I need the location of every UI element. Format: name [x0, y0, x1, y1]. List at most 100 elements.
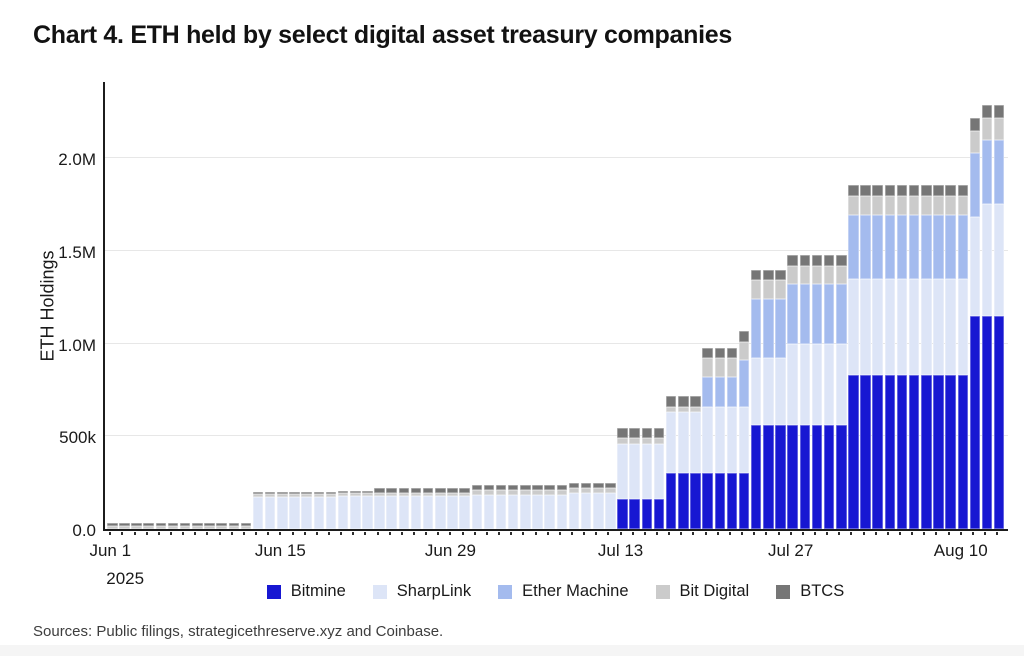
segment-bit_digital: [933, 196, 944, 215]
day-tick: [461, 532, 464, 535]
segment-sharplink: [690, 412, 701, 474]
legend-swatch-ether_machine: [498, 584, 513, 599]
segment-sharplink: [993, 204, 1005, 316]
segment-bit_digital: [301, 494, 312, 498]
segment-btcs: [131, 523, 142, 526]
bar-jun-11: [228, 523, 239, 529]
segment-bitmine: [884, 375, 896, 529]
segment-sharplink: [641, 443, 653, 500]
day-tick: [753, 532, 756, 535]
segment-sharplink: [945, 278, 956, 376]
segment-btcs: [435, 487, 446, 494]
bar-jun-27: [422, 487, 434, 529]
segment-btcs: [264, 491, 276, 495]
segment-btcs: [896, 184, 908, 197]
day-tick: [583, 532, 586, 535]
day-tick: [899, 532, 901, 535]
segment-sharplink: [617, 443, 628, 500]
segment-bitmine: [775, 425, 786, 529]
segment-btcs: [969, 118, 981, 132]
segment-sharplink: [325, 497, 337, 529]
segment-bit_digital: [252, 494, 264, 498]
bar-jun-3: [131, 523, 142, 529]
segment-btcs: [690, 396, 701, 407]
segment-bit_digital: [471, 490, 482, 495]
x-tick-label: Jun 15: [254, 541, 306, 560]
day-tick: [485, 532, 488, 535]
bar-jul-16: [653, 427, 665, 529]
segment-btcs: [763, 270, 774, 281]
day-tick: [473, 532, 476, 535]
x-tick-label: Jun 1: [89, 541, 132, 560]
day-tick: [376, 532, 379, 535]
bar-aug-7: [921, 184, 932, 529]
day-tick: [741, 532, 744, 535]
segment-bit_digital: [313, 494, 325, 498]
segment-bit_digital: [155, 525, 167, 529]
day-tick: [826, 532, 829, 535]
bar-jul-27: [787, 255, 798, 529]
day-tick: [364, 532, 367, 535]
day-tick: [206, 532, 209, 535]
day-tick: [570, 532, 573, 535]
segment-sharplink: [556, 494, 568, 529]
day-tick: [619, 532, 622, 535]
segment-bit_digital: [629, 438, 640, 444]
bar-jul-24: [750, 270, 762, 529]
segment-sharplink: [811, 343, 823, 426]
segment-bit_digital: [580, 488, 592, 493]
segment-btcs: [532, 484, 543, 491]
day-tick: [218, 532, 221, 535]
segment-bit_digital: [350, 493, 361, 497]
segment-bit_digital: [422, 493, 434, 497]
segment-ether_machine: [945, 214, 956, 279]
segment-bit_digital: [216, 525, 227, 529]
segment-ether_machine: [787, 284, 798, 344]
segment-sharplink: [738, 406, 750, 474]
bar-aug-9: [945, 184, 956, 529]
segment-bit_digital: [495, 490, 507, 495]
segment-bitmine: [872, 375, 883, 529]
bar-jul-15: [641, 427, 653, 529]
segment-btcs: [179, 523, 191, 526]
segment-btcs: [921, 184, 932, 197]
segment-sharplink: [277, 497, 288, 529]
segment-bit_digital: [714, 358, 725, 377]
segment-bitmine: [908, 375, 920, 529]
bar-jul-22: [726, 348, 738, 529]
day-tick: [291, 532, 294, 535]
segment-btcs: [981, 105, 993, 119]
day-tick: [242, 532, 245, 535]
segment-ether_machine: [908, 214, 920, 279]
bar-jun-20: [337, 490, 349, 529]
segment-sharplink: [350, 496, 361, 529]
segment-btcs: [678, 396, 689, 407]
segment-sharplink: [507, 494, 519, 529]
segment-sharplink: [629, 443, 640, 500]
segment-bitmine: [811, 425, 823, 529]
day-tick: [303, 532, 306, 535]
segment-btcs: [337, 490, 349, 494]
segment-sharplink: [483, 494, 495, 529]
day-tick: [728, 532, 731, 535]
segment-btcs: [386, 487, 397, 494]
segment-btcs: [240, 523, 252, 526]
legend-swatch-bit_digital: [655, 584, 670, 599]
segment-bit_digital: [204, 525, 215, 529]
segment-ether_machine: [957, 214, 968, 279]
segment-btcs: [447, 487, 458, 494]
segment-btcs: [993, 105, 1005, 119]
segment-bit_digital: [981, 118, 993, 141]
segment-bit_digital: [240, 525, 252, 529]
segment-sharplink: [787, 343, 798, 426]
bar-jul-9: [568, 483, 580, 529]
segment-bitmine: [896, 375, 908, 529]
segment-bit_digital: [896, 196, 908, 215]
y-tick-label: 500k: [59, 428, 96, 448]
gridline-500k: [105, 435, 1008, 437]
segment-sharplink: [301, 497, 312, 529]
segment-bitmine: [750, 425, 762, 529]
gridline-2.0M: [105, 157, 1008, 158]
segment-btcs: [277, 491, 288, 495]
bar-jul-21: [714, 348, 725, 529]
